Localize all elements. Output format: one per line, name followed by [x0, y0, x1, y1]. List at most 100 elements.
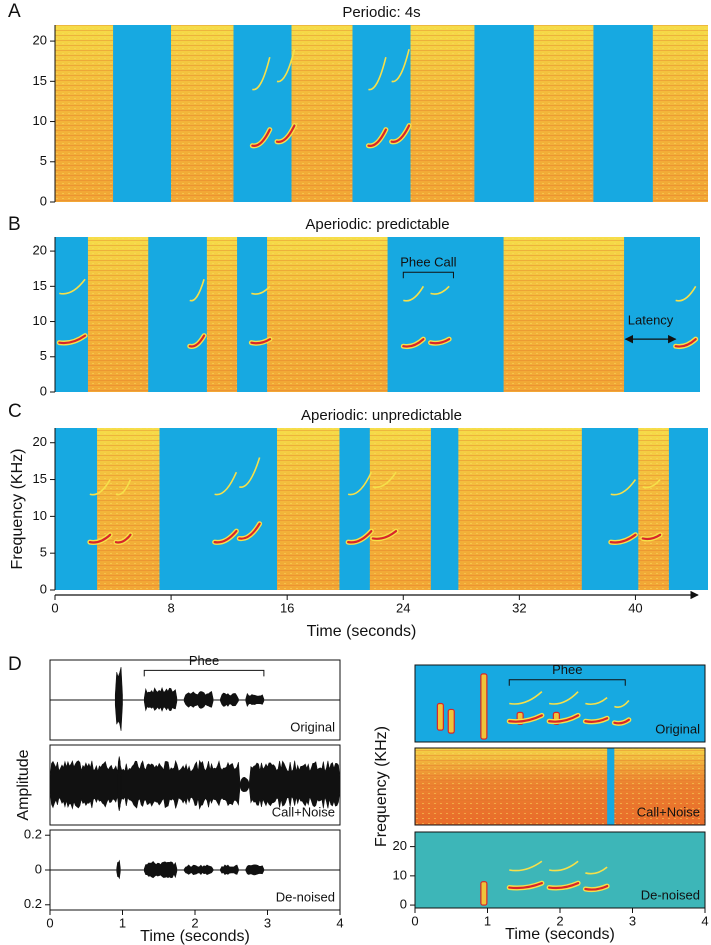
- noise-texture: [614, 748, 705, 825]
- call: [275, 124, 296, 143]
- x-tick-label: 16: [280, 600, 294, 615]
- noise-texture: [369, 428, 431, 590]
- call: [641, 533, 662, 541]
- plot-frame: [49, 659, 341, 741]
- call-harmonic: [347, 471, 373, 496]
- call: [548, 882, 580, 890]
- waveform-burst: [49, 759, 241, 810]
- y-tick-label: 20: [33, 243, 47, 258]
- waveform-burst: [220, 864, 239, 876]
- x-axis-label: Time (seconds): [505, 926, 615, 943]
- plot-frame: [414, 664, 706, 743]
- noise-texture: [533, 25, 594, 202]
- annotation-bracket: [402, 271, 454, 279]
- noise-texture: [171, 25, 234, 202]
- call-harmonic: [610, 479, 637, 496]
- call-harmonic: [89, 479, 111, 496]
- x-tick-label: 32: [512, 600, 526, 615]
- y-tick-label: 10: [33, 113, 47, 128]
- noise-texture: [55, 25, 114, 202]
- waveform-burst: [239, 777, 250, 792]
- noise-texture: [87, 237, 149, 392]
- panel-letter: C: [8, 401, 22, 422]
- call-harmonic: [372, 471, 397, 489]
- call: [548, 714, 580, 723]
- plot-frame: [49, 744, 341, 826]
- noise-texture: [652, 25, 708, 202]
- call: [584, 717, 609, 723]
- x-tick-label: 0: [46, 915, 53, 930]
- call: [429, 338, 451, 345]
- y-tick-label: 0: [40, 581, 47, 596]
- call: [367, 128, 387, 147]
- call-harmonic: [252, 56, 271, 91]
- y-tick-label: 15: [33, 278, 47, 293]
- annotation-bg: [624, 313, 677, 330]
- trace-label: Original: [655, 721, 700, 736]
- call: [584, 884, 609, 891]
- y-tick-label: 0: [400, 897, 407, 912]
- call: [188, 334, 206, 348]
- call-harmonic: [614, 700, 630, 709]
- panel-7: Frequency (KHz) Call+Noise: [373, 726, 706, 847]
- call-harmonic: [509, 691, 543, 705]
- call-harmonic: [251, 285, 271, 295]
- waveform-burst: [249, 760, 341, 809]
- x-tick-label: 1: [119, 915, 126, 930]
- trace-label: Call+Noise: [272, 804, 335, 819]
- trace-label: Original: [290, 719, 335, 734]
- panel-3: D Original Phee: [8, 653, 341, 741]
- trace-label: Call+Noise: [637, 804, 700, 819]
- y-tick-label: 10: [33, 313, 47, 328]
- call-harmonic: [675, 285, 697, 302]
- click: [436, 702, 444, 731]
- waveform-burst: [143, 861, 178, 879]
- click: [480, 881, 488, 906]
- panel-0: 0 5 10 15 20 Periodic: 4s A: [8, 1, 708, 208]
- y-tick-label: 0: [40, 383, 47, 398]
- panel-6: Original Phee: [414, 662, 706, 743]
- y-tick-label: 15: [33, 73, 47, 88]
- waveform-burst: [117, 756, 122, 812]
- panel-2: 0 5 10 15 20 0 8 16 24 32 40 Time (seconds) Frequenc…: [8, 401, 708, 640]
- panel-8: 0 10 20 0 1 2 3 4 Time (seconds) De-noised: [393, 831, 709, 943]
- noise-texture: [267, 237, 388, 392]
- panel-title: Aperiodic: unpredictable: [301, 407, 462, 424]
- y-tick-label: 10: [393, 867, 407, 882]
- click: [447, 708, 455, 734]
- annotation-text: Phee: [552, 662, 582, 677]
- x-tick-label: 3: [629, 913, 636, 928]
- waveform-burst: [116, 859, 121, 880]
- y-tick-label: 5: [40, 545, 47, 560]
- call: [371, 529, 398, 540]
- x-tick-label: 8: [167, 600, 174, 615]
- call: [213, 529, 238, 544]
- x-tick-label: 0: [51, 600, 58, 615]
- call: [402, 338, 425, 348]
- noise-texture: [291, 25, 353, 202]
- waveform-burst: [183, 691, 214, 709]
- call: [508, 714, 543, 723]
- call-harmonic: [430, 285, 450, 295]
- y-tick-label: 5: [40, 348, 47, 363]
- call: [114, 533, 132, 544]
- x-tick-label: 2: [556, 913, 563, 928]
- y-tick-label: 15: [33, 471, 47, 486]
- annotation-text: Phee: [189, 653, 219, 668]
- y-tick-label: 0: [35, 861, 42, 876]
- call-harmonic: [115, 479, 132, 496]
- waveform-burst: [143, 687, 178, 712]
- y-axis-label: Frequency (KHz): [9, 449, 26, 570]
- x-tick-label: 1: [484, 913, 491, 928]
- call-harmonic: [214, 471, 238, 496]
- noise-texture: [415, 748, 608, 825]
- panel-1: 0 5 10 15 20 Aperiodic: predictable B Phee Call…: [8, 214, 700, 398]
- call-harmonic: [239, 457, 261, 488]
- call: [508, 882, 543, 890]
- x-axis-label: Time (seconds): [140, 928, 250, 945]
- call-harmonic: [276, 48, 296, 83]
- noise-texture: [277, 428, 340, 590]
- call-harmonic: [403, 285, 425, 302]
